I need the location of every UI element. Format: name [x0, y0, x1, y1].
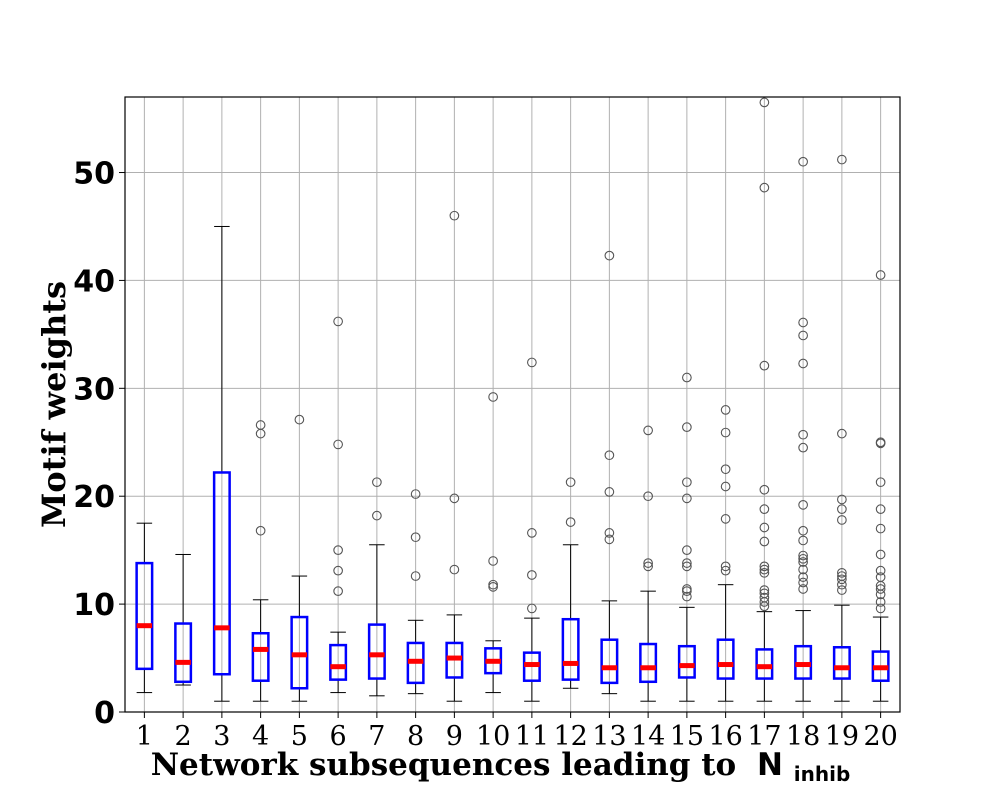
y-tick-label: 10 — [73, 588, 115, 623]
box-group — [214, 226, 230, 701]
box-plot-series — [137, 98, 889, 701]
x-axis-label-symbol: N — [757, 747, 783, 783]
plot-frame — [125, 97, 900, 712]
y-tick-label: 0 — [94, 696, 115, 731]
x-tick-label: 19 — [825, 721, 859, 752]
y-axis-ticks: 0 10 20 30 40 50 — [73, 157, 125, 731]
x-axis-ticks: 1 2 3 4 5 6 7 8 9 10 11 12 13 14 15 16 17 18 19 20 — [136, 712, 898, 752]
x-axis-label-subscript: inhib — [794, 762, 851, 786]
x-axis-label: Network subsequences leading to N inhib — [151, 747, 851, 786]
x-tick-label: 20 — [863, 721, 897, 752]
x-axis-label-text: Network subsequences leading to — [151, 747, 737, 783]
y-tick-label: 50 — [73, 157, 115, 192]
grid-lines — [125, 97, 900, 712]
y-tick-label: 20 — [73, 480, 115, 515]
y-tick-label: 40 — [73, 264, 115, 299]
y-axis-label: Motif weights — [35, 281, 73, 528]
y-tick-label: 30 — [73, 372, 115, 407]
